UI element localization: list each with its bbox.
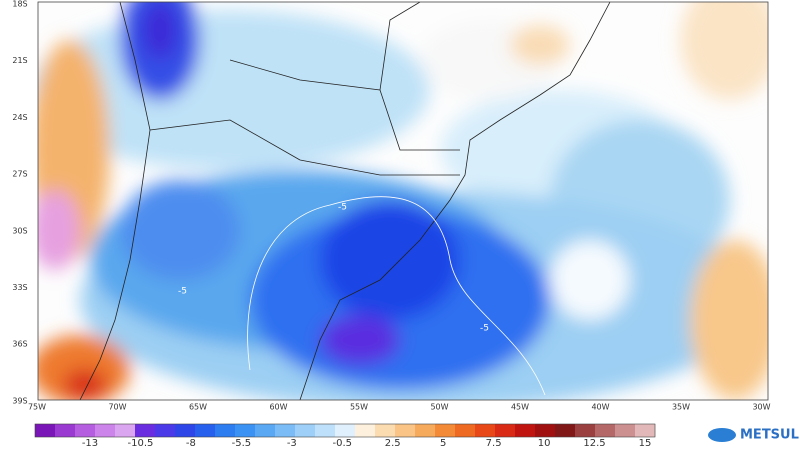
lon-label: 70W xyxy=(108,403,126,412)
contour-label: -5 xyxy=(480,324,489,334)
colorbar-swatch xyxy=(335,424,356,437)
lat-label: 39S xyxy=(12,396,27,405)
lon-label: 75W xyxy=(28,403,46,412)
colorbar-swatch xyxy=(55,424,76,437)
lat-label: 18S xyxy=(12,0,27,9)
colorbar-swatch xyxy=(255,424,276,437)
map-frame xyxy=(37,1,769,401)
colorbar-swatch xyxy=(315,424,336,437)
colorbar-swatch xyxy=(155,424,176,437)
colorbar-label: 15 xyxy=(639,438,652,449)
colorbar-swatch xyxy=(135,424,156,437)
colorbar-label: -0.5 xyxy=(333,438,353,449)
lat-labels: 18S 21S 24S 27S 30S 33S 36S 39S xyxy=(12,0,27,405)
colorbar-swatch xyxy=(275,424,296,437)
colorbar-label: 7.5 xyxy=(486,438,502,449)
lat-label: 21S xyxy=(12,56,27,65)
lon-label: 50W xyxy=(430,403,448,412)
colorbar-swatch xyxy=(75,424,96,437)
colorbar-swatch xyxy=(555,424,576,437)
colorbar-swatch xyxy=(475,424,496,437)
colorbar-label: -5.5 xyxy=(232,438,252,449)
lon-label: 35W xyxy=(672,403,690,412)
lat-label: 27S xyxy=(12,170,27,179)
colorbar-swatch xyxy=(615,424,636,437)
colorbar-label: -13 xyxy=(82,438,98,449)
colorbar-frame xyxy=(34,423,656,438)
colorbar-swatch xyxy=(455,424,476,437)
logo-text: METSUL xyxy=(740,428,799,443)
colorbar-swatch xyxy=(175,424,196,437)
lon-label: 60W xyxy=(269,403,287,412)
colorbar-swatch xyxy=(395,424,416,437)
colorbar-swatch xyxy=(595,424,616,437)
colorbar-label: -3 xyxy=(287,438,297,449)
contour-label: -5 xyxy=(338,203,347,213)
border xyxy=(149,2,460,176)
lon-label: 30W xyxy=(752,403,770,412)
colorbar-swatch xyxy=(435,424,456,437)
colorbar-swatch xyxy=(95,424,116,437)
colorbar-label: 5 xyxy=(440,438,446,449)
anomaly-field: -5 -5 -5 xyxy=(38,2,768,400)
lon-label: 65W xyxy=(189,403,207,412)
colorbar-swatch xyxy=(575,424,596,437)
lat-label: 33S xyxy=(12,283,27,292)
colorbar-label: -8 xyxy=(186,438,196,449)
colorbar-swatch xyxy=(35,424,56,437)
colorbar-swatch xyxy=(215,424,236,437)
colorbar: -13 -10.5 -8 -5.5 -3 -0.5 2.5 5 7.5 10 12.5 15 xyxy=(34,423,656,449)
colorbar-swatch xyxy=(115,424,136,437)
contour xyxy=(247,196,546,396)
colorbar-label: 12.5 xyxy=(583,438,605,449)
lat-label: 36S xyxy=(12,340,27,349)
colorbar-swatch xyxy=(535,424,556,437)
colorbar-swatch xyxy=(235,424,256,437)
lat-label: 30S xyxy=(12,226,27,235)
colorbar-swatch xyxy=(635,424,656,437)
lon-label: 55W xyxy=(350,403,368,412)
colorbar-label: 10 xyxy=(538,438,551,449)
contour-label: -5 xyxy=(178,287,187,297)
lon-label: 40W xyxy=(591,403,609,412)
colorbar-swatch xyxy=(295,424,316,437)
coastline xyxy=(79,2,151,400)
colorbar-swatch xyxy=(195,424,216,437)
colorbar-label: -10.5 xyxy=(128,438,154,449)
lon-labels: 75W 70W 65W 60W 55W 50W 45W 40W 35W 30W xyxy=(28,403,771,412)
colorbar-swatch xyxy=(415,424,436,437)
coastline xyxy=(299,2,611,400)
colorbar-swatch xyxy=(355,424,376,437)
colorbar-label: 2.5 xyxy=(385,438,401,449)
colorbar-swatch xyxy=(495,424,516,437)
logo: METSUL xyxy=(708,428,799,443)
colorbar-swatch xyxy=(375,424,396,437)
lat-label: 24S xyxy=(12,113,27,122)
colorbar-swatch xyxy=(515,424,536,437)
lon-label: 45W xyxy=(511,403,529,412)
